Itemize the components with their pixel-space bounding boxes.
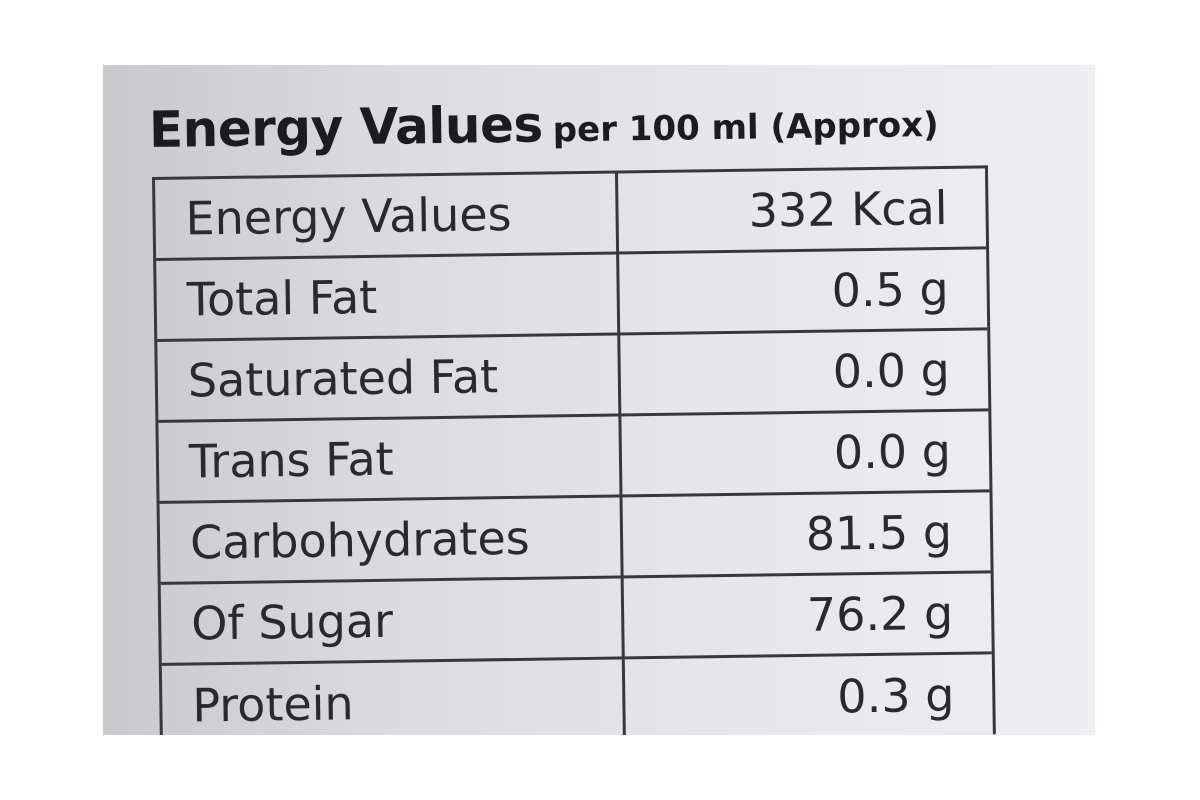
title-sub: per 100 ml (Approx) [552,104,939,151]
nutrient-value: 76.2 g [806,585,954,642]
nutrient-name: Protein [161,659,626,735]
nutrient-value: 0.0 g [833,423,952,480]
table-row: Total Fat 0.5 g [156,249,988,342]
nutrient-value: 332 Kcal [748,180,948,238]
nutrient-name: Energy Values [155,173,620,258]
table-row: Saturated Fat 0.0 g [157,330,989,423]
nutrient-value: 0.3 g [836,667,955,724]
nutrient-value: 0.0 g [832,342,951,399]
nutrition-table: Energy Values 332 Kcal Total Fat 0.5 g Satur… [152,165,996,735]
nutrient-name: Saturated Fat [157,335,622,420]
nutrient-name: Of Sugar [160,578,625,663]
table-row: Carbohydrates 81.5 g [159,492,991,585]
nutrient-name: Carbohydrates [159,497,624,582]
title-main: Energy Values [148,95,544,159]
table-row: Energy Values 332 Kcal [155,168,987,261]
nutrient-value: 81.5 g [805,504,953,561]
nutrient-name: Total Fat [156,254,621,339]
label: Energy Values per 100 ml (Approx) Energy … [103,65,1095,735]
nutrient-name: Trans Fat [158,416,623,501]
nutrient-value: 0.5 g [831,261,950,318]
table-row: Protein 0.3 g [161,654,993,735]
table-row: Of Sugar 76.2 g [160,573,992,666]
title: Energy Values per 100 ml (Approx) [149,90,939,159]
table-row: Trans Fat 0.0 g [158,411,990,504]
